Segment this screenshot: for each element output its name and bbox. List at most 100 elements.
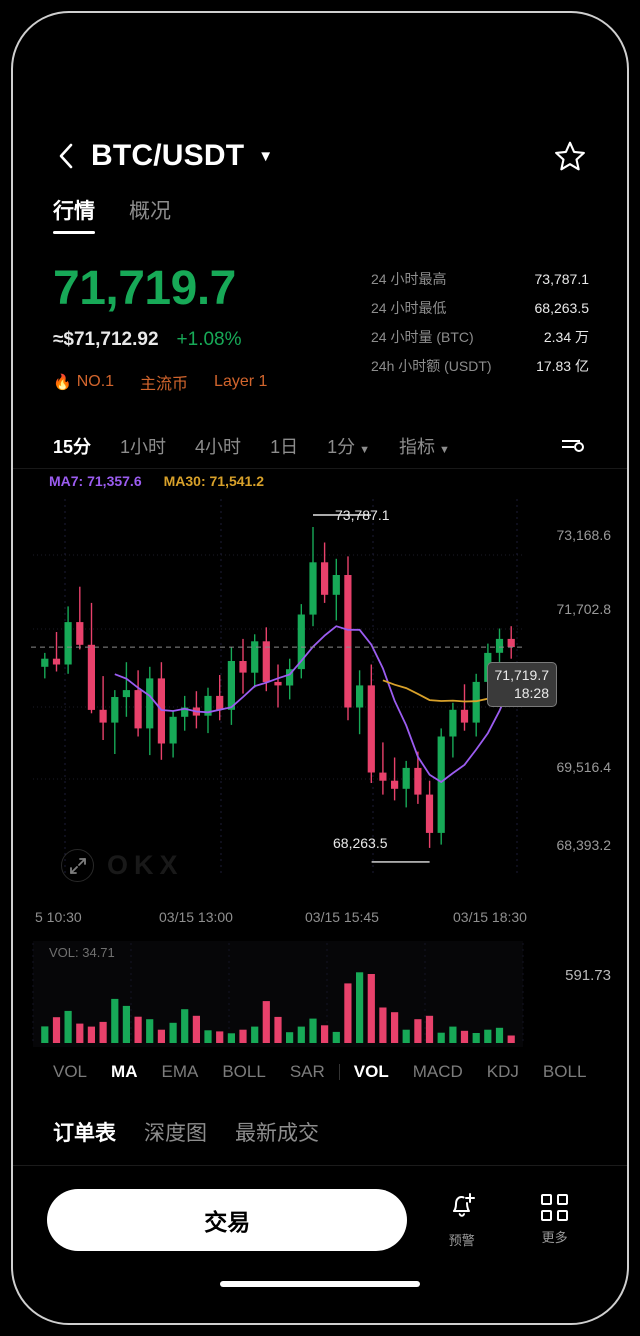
timeframe-more[interactable]: 1分 ▼	[327, 433, 370, 459]
indicator-menu[interactable]: 指标 ▼	[399, 433, 450, 459]
ma-legend: MA7: 71,357.6 MA30: 71,541.2	[49, 473, 264, 489]
tab-overview[interactable]: 概况	[129, 200, 171, 223]
timeframe-15m[interactable]: 15分	[53, 436, 92, 457]
current-price-tag: 71,719.7 18:28	[486, 662, 557, 707]
tab-trades[interactable]: 最新成交	[235, 1122, 319, 1145]
stat-label: 24 小时量 (BTC)	[371, 329, 474, 345]
price-secondary: ≈$71,712.92 +1.08%	[53, 329, 267, 351]
indicator-boll-sub[interactable]: BOLL	[542, 1062, 587, 1081]
chart-watermark: O K X	[61, 849, 179, 882]
y-axis-label: 71,702.8	[556, 601, 612, 617]
indicator-menu-label: 指标	[398, 436, 435, 457]
alert-label: 预警	[448, 1233, 475, 1248]
stat-value: 73,787.1	[534, 271, 590, 287]
indicator-boll[interactable]: BOLL	[222, 1062, 266, 1081]
stat-value: 68,263.5	[534, 300, 590, 316]
x-axis: 5 10:30 03/15 13:00 03/15 15:45 03/15 18…	[13, 909, 627, 937]
tag-row: 🔥 NO.1 主流币 Layer 1	[53, 370, 267, 394]
logo-letter: K	[134, 850, 155, 880]
main-tabs: 行情 概况	[53, 195, 171, 234]
tab-orderbook[interactable]: 订单表	[53, 1122, 116, 1145]
chevron-down-icon[interactable]: ▼	[258, 147, 274, 165]
x-axis-tick: 03/15 18:30	[453, 909, 527, 925]
alert-button[interactable]: 预警	[423, 1191, 500, 1249]
action-bar: 交易 预警 更多	[13, 1177, 627, 1263]
divider	[13, 1165, 627, 1166]
page-title: BTC/USDT	[91, 139, 245, 172]
phone-frame: BTC/USDT ▼ 行情 概况 71,719.7 ≈$71,712.92 +1…	[11, 11, 629, 1325]
tab-market[interactable]: 行情	[53, 195, 95, 234]
volume-max-label: 591.73	[565, 967, 611, 984]
stat-label: 24 小时最低	[371, 300, 447, 316]
tab-depth[interactable]: 深度图	[144, 1122, 207, 1145]
price-change: +1.08%	[176, 329, 242, 350]
price-usd: ≈$71,712.92	[53, 329, 159, 350]
indicator-vol-main[interactable]: VOL	[53, 1062, 88, 1081]
tag-layer1[interactable]: Layer 1	[214, 373, 268, 390]
stats-panel: 24 小时最高 73,787.1 24 小时最低 68,263.5 24 小时量…	[371, 269, 589, 385]
y-axis-label: 68,393.2	[556, 837, 612, 853]
home-indicator	[220, 1281, 420, 1287]
okx-logo: O K X	[107, 850, 179, 881]
chevron-down-icon: ▼	[359, 443, 370, 456]
stat-row-high: 24 小时最高 73,787.1	[371, 269, 589, 289]
tag-mainstream[interactable]: 主流币	[140, 376, 189, 393]
price-block: 71,719.7 ≈$71,712.92 +1.08% 🔥 NO.1 主流币 L…	[53, 265, 267, 394]
current-price-time: 18:28	[513, 684, 549, 701]
stat-value: 17.83 亿	[536, 358, 589, 374]
header: BTC/USDT ▼	[13, 125, 627, 187]
indicator-kdj[interactable]: KDJ	[486, 1062, 519, 1081]
volume-svg	[32, 941, 524, 1047]
chart-settings-icon[interactable]	[559, 435, 587, 457]
x-axis-tick: 5 10:30	[35, 909, 82, 925]
y-axis-label: 69,516.4	[556, 759, 612, 775]
ma7-legend: MA7: 71,357.6	[49, 473, 142, 489]
tag-rank-label: NO.1	[76, 373, 115, 390]
stat-row-turnover-usdt: 24h 小时额 (USDT) 17.83 亿	[371, 356, 589, 376]
timeframe-bar: 15分 1小时 4小时 1日 1分 ▼ 指标 ▼	[13, 423, 627, 469]
timeframe-more-label: 1分	[327, 436, 356, 457]
stat-row-volume-btc: 24 小时量 (BTC) 2.34 万	[371, 327, 589, 347]
volume-label: VOL: 34.71	[49, 945, 115, 960]
flame-icon: 🔥	[53, 374, 72, 391]
trade-button[interactable]: 交易	[47, 1189, 408, 1251]
logo-letter: X	[159, 850, 179, 880]
indicator-vol-sub[interactable]: VOL	[353, 1062, 389, 1081]
current-price-value: 71,719.7	[494, 667, 550, 683]
low-marker-label: 68,263.5	[333, 835, 388, 851]
app-screen: BTC/USDT ▼ 行情 概况 71,719.7 ≈$71,712.92 +1…	[13, 13, 627, 1323]
y-axis-label: 73,168.6	[556, 527, 612, 543]
indicator-ema[interactable]: EMA	[161, 1062, 199, 1081]
expand-icon[interactable]	[61, 849, 94, 882]
high-marker-label: 73,787.1	[335, 507, 390, 523]
star-icon[interactable]	[553, 139, 587, 173]
last-price: 71,719.7	[53, 262, 236, 315]
x-axis-tick: 03/15 13:00	[159, 909, 233, 925]
candlestick-svg	[31, 499, 523, 873]
stat-label: 24h 小时额 (USDT)	[371, 358, 492, 374]
candlestick-chart[interactable]: MA7: 71,357.6 MA30: 71,541.2 73,168.6 71…	[13, 469, 627, 909]
indicator-sar[interactable]: SAR	[289, 1062, 325, 1081]
grid-icon	[541, 1194, 569, 1221]
order-tabs: 订单表 深度图 最新成交	[53, 1117, 319, 1147]
bell-plus-icon	[447, 1191, 477, 1224]
timeframe-1h[interactable]: 1小时	[120, 436, 167, 457]
tag-rank[interactable]: 🔥 NO.1	[53, 373, 114, 391]
stat-row-low: 24 小时最低 68,263.5	[371, 298, 589, 318]
timeframe-1d[interactable]: 1日	[270, 436, 299, 457]
more-button[interactable]: 更多	[516, 1194, 593, 1246]
back-icon[interactable]	[53, 143, 79, 169]
timeframe-4h[interactable]: 4小时	[195, 436, 242, 457]
chevron-down-icon: ▼	[438, 443, 450, 456]
volume-chart[interactable]: VOL: 34.71 591.73	[13, 939, 627, 1051]
indicator-macd[interactable]: MACD	[412, 1062, 463, 1081]
divider	[338, 1064, 340, 1080]
stat-label: 24 小时最高	[371, 271, 447, 287]
logo-letter: O	[107, 850, 130, 880]
more-label: 更多	[541, 1230, 568, 1245]
stat-value: 2.34 万	[543, 329, 589, 345]
indicator-row: VOL MA EMA BOLL SAR VOL MACD KDJ BOLL	[13, 1051, 627, 1093]
indicator-ma[interactable]: MA	[111, 1062, 138, 1081]
x-axis-tick: 03/15 15:45	[305, 909, 379, 925]
ma30-legend: MA30: 71,541.2	[163, 473, 265, 489]
